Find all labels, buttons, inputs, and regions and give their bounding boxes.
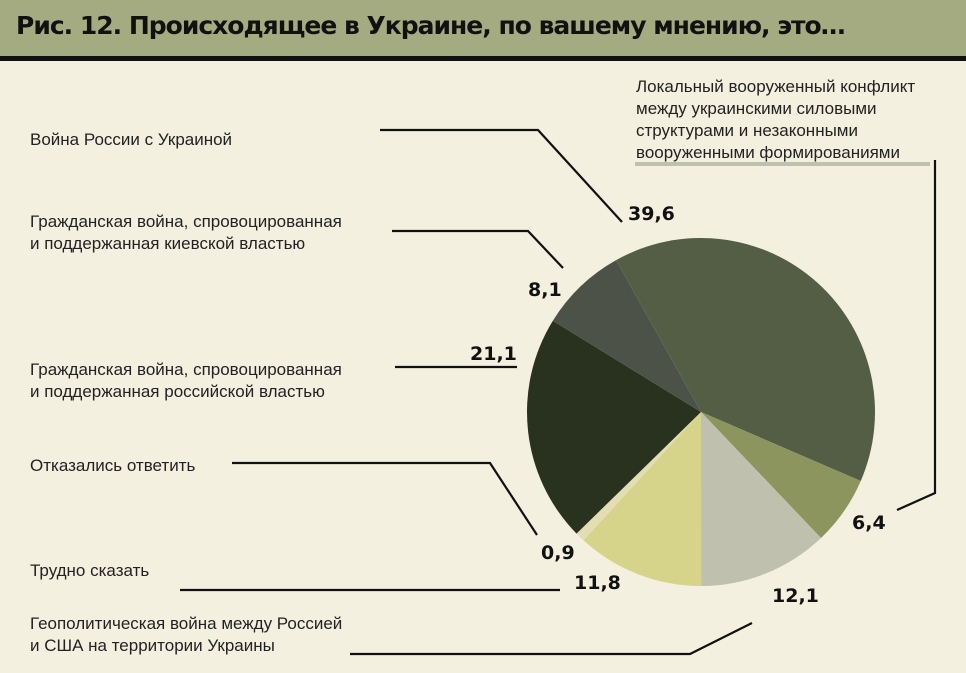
label-war-russia-ukraine: Война России с Украиной	[30, 129, 232, 151]
label-line: Локальный вооруженный конфликт	[636, 77, 916, 96]
label-line: Трудно сказать	[30, 561, 150, 580]
value-label: 6,4	[852, 512, 886, 534]
label-line: структурами и незаконными	[636, 121, 858, 140]
value-label: 12,1	[772, 585, 819, 607]
label-line: и поддержанная киевской властью	[30, 234, 306, 253]
value-label: 11,8	[574, 572, 621, 594]
leader-line	[232, 461, 538, 536]
pie-slice-3	[583, 412, 702, 586]
chart-title: Рис. 12. Происходящее в Украине, по ваше…	[16, 11, 846, 40]
label-line: между украинскими силовыми	[636, 99, 877, 118]
label-refused: Отказались ответить	[30, 455, 195, 477]
pie-slice-5	[527, 320, 701, 534]
label-line: Война России с Украиной	[30, 130, 233, 149]
pie-slice-1	[701, 412, 861, 539]
label-line: Гражданская война, спровоцированная	[30, 212, 342, 231]
title-rule	[0, 56, 966, 61]
label-line: и США на территории Украины	[30, 636, 275, 655]
pie-slice-2	[701, 412, 821, 586]
value-label: 39,6	[628, 203, 675, 225]
label-line: и поддержанная российской властью	[30, 382, 325, 401]
pie-slice-4	[576, 412, 701, 541]
label-hard-to-say: Трудно сказать	[30, 560, 149, 582]
value-label: 8,1	[528, 279, 562, 301]
leader-line	[896, 160, 937, 512]
label-civil-war-russia: Гражданская война, спровоцированная и под…	[30, 359, 342, 403]
value-label: 0,9	[541, 542, 575, 564]
label-line: вооруженными формированиями	[636, 143, 900, 162]
label-line: Гражданская война, спровоцированная	[30, 360, 342, 379]
label-local-conflict: Локальный вооруженный конфликт между укра…	[636, 76, 915, 164]
label-civil-war-kyiv: Гражданская война, спровоцированная и под…	[30, 211, 342, 255]
label-line: Геополитическая война между Россией	[30, 614, 343, 633]
leader-line	[392, 229, 564, 269]
leader-line	[380, 128, 623, 223]
pie-slice-0	[616, 238, 875, 481]
value-label: 21,1	[470, 343, 517, 365]
label-geopolitical: Геополитическая война между Россией и США…	[30, 613, 342, 657]
label-line: Отказались ответить	[30, 456, 196, 475]
title-band	[0, 0, 966, 56]
leader-line	[350, 622, 753, 656]
pie-slice-6	[552, 260, 701, 412]
